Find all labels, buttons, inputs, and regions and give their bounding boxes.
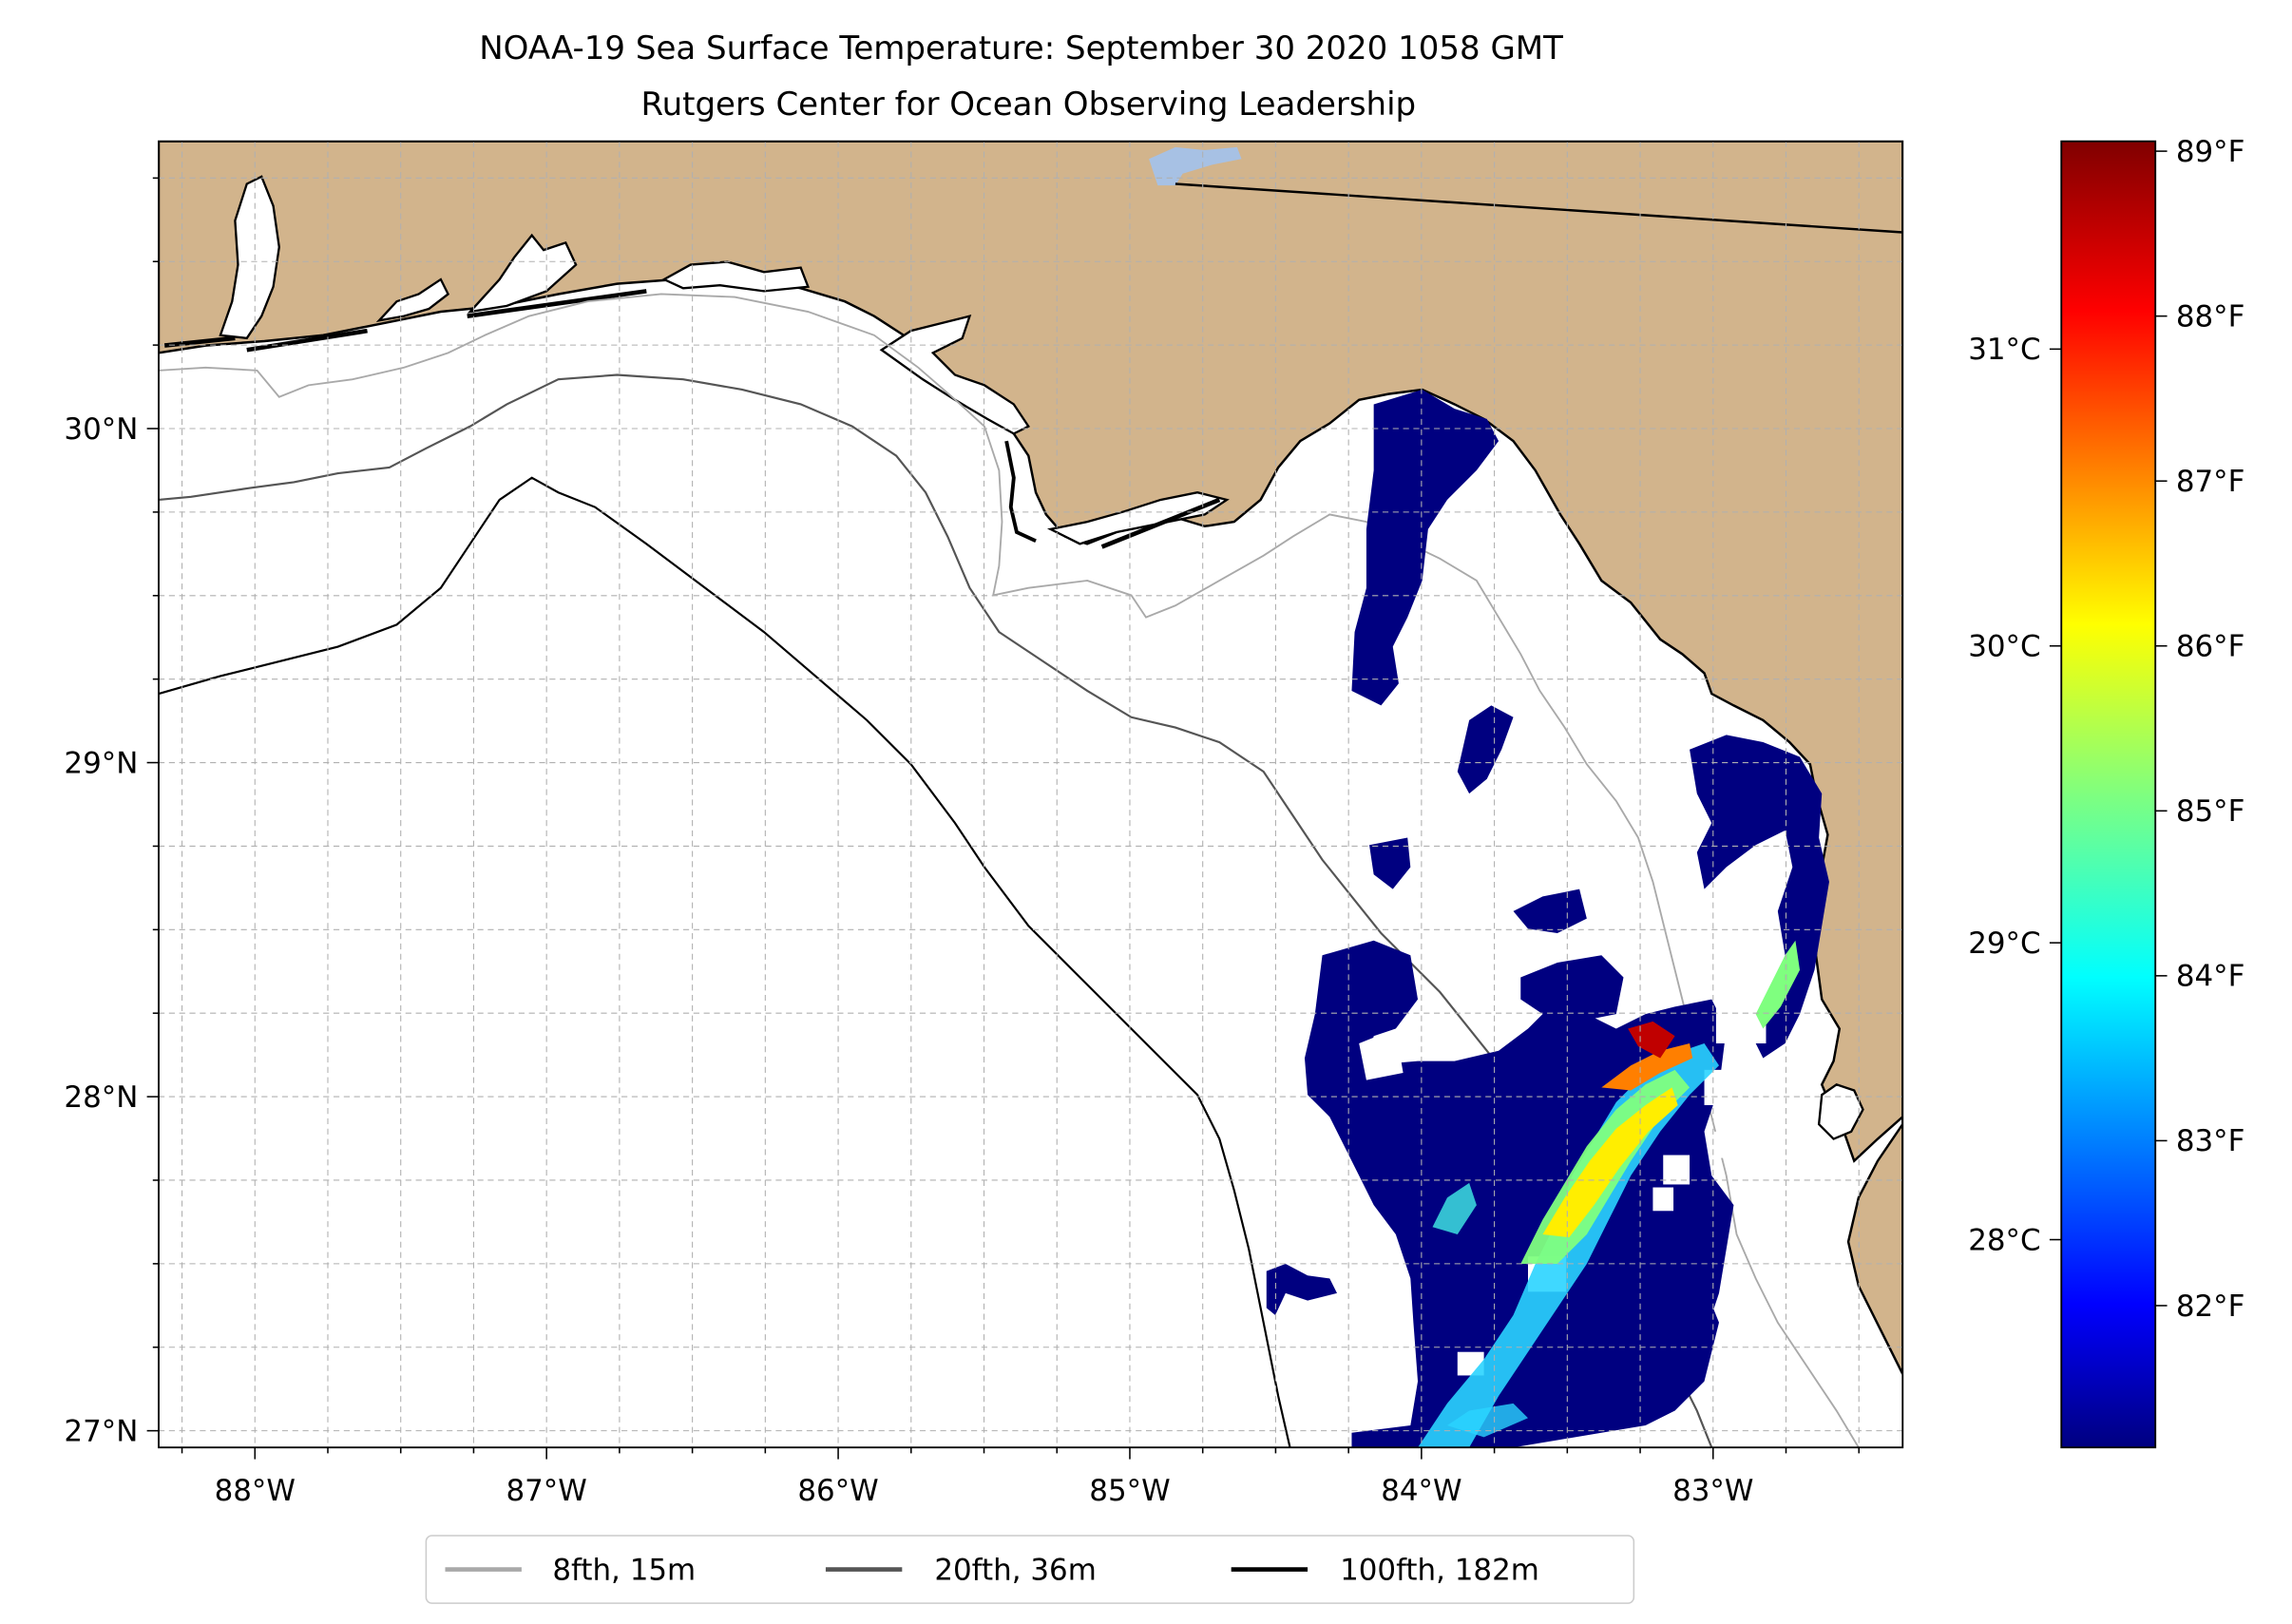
apalachee-bay xyxy=(1046,491,1230,545)
lon-tick-label: 86°W xyxy=(797,1474,878,1508)
sst-warm-ribbon-south xyxy=(1446,1403,1528,1438)
legend-label-20fth: 20fth, 36m xyxy=(934,1553,1096,1587)
colorbar-fahrenheit-ticks: 82°F 83°F 84°F 85°F 86°F 87°F 88°F 89°F xyxy=(2155,135,2244,1324)
fahrenheit-tick-label: 85°F xyxy=(2176,794,2245,829)
longitude-ticks: 88°W 87°W 86°W 85°W 84°W 83°W xyxy=(181,1447,1861,1508)
sst-cold-patch-main xyxy=(1304,940,1734,1448)
barrier-island-4 xyxy=(1100,497,1221,549)
sst-gap xyxy=(1704,1069,1755,1105)
graticule xyxy=(158,141,1903,1448)
lat-tick-label: 27°N xyxy=(64,1414,138,1448)
lat-tick-label: 28°N xyxy=(64,1080,138,1115)
sst-cold-patch-north xyxy=(1351,389,1499,706)
colorbar-celsius-ticks: 28°C 29°C 30°C 31°C xyxy=(1968,333,2062,1257)
fahrenheit-tick-label: 89°F xyxy=(2176,135,2245,169)
sst-warm-ribbon-east xyxy=(1755,940,1801,1029)
lon-tick-label: 85°W xyxy=(1089,1474,1170,1508)
cape-san-blas-spit xyxy=(1004,440,1037,543)
tampa-bay xyxy=(1817,1083,1864,1140)
lat-tick-label: 30°N xyxy=(64,412,138,447)
barrier-island-3 xyxy=(467,289,647,318)
celsius-tick-label: 28°C xyxy=(1968,1223,2040,1257)
sst-gap xyxy=(1748,1160,1769,1188)
celsius-tick-label: 31°C xyxy=(1968,333,2040,367)
land-mass xyxy=(158,141,1903,1375)
lon-tick-label: 83°W xyxy=(1672,1474,1753,1508)
colorbar: 28°C 29°C 30°C 31°C 82°F 83°F 84°F 85°F 86°F 87°… xyxy=(1968,135,2244,1449)
sst-data xyxy=(1266,389,1829,1448)
choctawhatchee-bay xyxy=(467,233,578,314)
map-frame xyxy=(158,140,1904,1449)
legend-frame xyxy=(425,1535,1635,1604)
sst-warm-band-red xyxy=(1628,1021,1675,1059)
sst-warm-band-yellow xyxy=(1542,1087,1678,1238)
legend-label-8fth: 8fth, 15m xyxy=(552,1553,696,1587)
map-area xyxy=(158,141,1903,1448)
sst-gap xyxy=(1663,1155,1690,1185)
barrier-island-1 xyxy=(163,335,236,348)
sst-warm-ribbon-west xyxy=(1432,1182,1477,1235)
sst-warm-band-orange xyxy=(1601,1043,1693,1091)
apalachicola-bay xyxy=(879,315,1031,435)
fahrenheit-tick-label: 88°F xyxy=(2176,299,2245,334)
sst-cold-patch-upper xyxy=(1513,888,1587,934)
sst-cold-patch-south xyxy=(1660,1286,1719,1411)
lat-tick-label: 29°N xyxy=(64,746,138,780)
fahrenheit-tick-label: 86°F xyxy=(2176,630,2245,664)
sst-gap xyxy=(1359,1028,1404,1080)
contour-100fth xyxy=(158,476,1291,1448)
lon-tick-label: 84°W xyxy=(1381,1474,1461,1508)
celsius-tick-label: 29°C xyxy=(1968,927,2040,961)
sst-cold-patch-right xyxy=(1520,955,1624,1022)
sst-gap xyxy=(1711,1131,1756,1158)
sst-cold-patch-mid1 xyxy=(1457,705,1514,794)
lake-seminole xyxy=(1149,146,1242,186)
barrier-island-2 xyxy=(246,328,368,353)
fahrenheit-tick-label: 87°F xyxy=(2176,465,2245,499)
lon-tick-label: 87°W xyxy=(506,1474,586,1508)
chart-title-line1: NOAA-19 Sea Surface Temperature: Septemb… xyxy=(479,29,1563,67)
st-andrews-bay xyxy=(661,260,811,293)
sst-cold-patch-small xyxy=(1266,1263,1337,1316)
fahrenheit-tick-label: 84°F xyxy=(2176,960,2245,994)
fahrenheit-tick-label: 83°F xyxy=(2176,1124,2245,1158)
celsius-tick-label: 30°C xyxy=(1968,630,2040,664)
chart-title-line2: Rutgers Center for Ocean Observing Leade… xyxy=(640,86,1416,124)
lon-tick-label: 88°W xyxy=(215,1474,296,1508)
colorbar-gradient xyxy=(2060,140,2157,1449)
fahrenheit-tick-label: 82°F xyxy=(2176,1290,2245,1324)
latitude-ticks: 27°N 28°N 29°N 30°N xyxy=(64,177,159,1448)
legend-label-100fth: 100fth, 182m xyxy=(1340,1553,1539,1587)
mobile-bay xyxy=(219,175,280,340)
sst-gap xyxy=(1652,1187,1674,1212)
state-border xyxy=(1175,182,1903,234)
sst-cold-patch-mid2 xyxy=(1369,837,1411,889)
legend: 8fth, 15m 20fth, 36m 100fth, 182m xyxy=(425,1535,1635,1604)
